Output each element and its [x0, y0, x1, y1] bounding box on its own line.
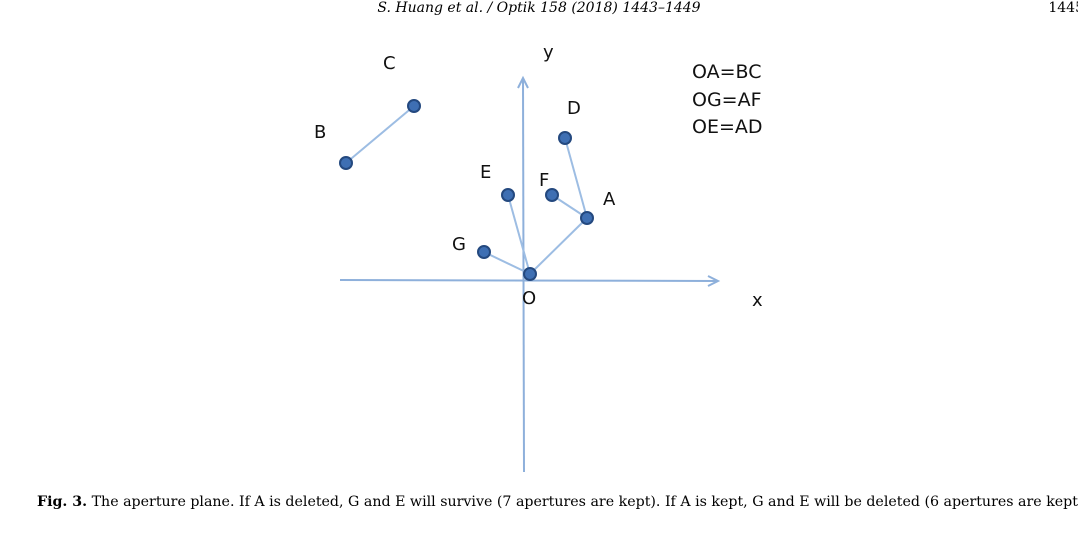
label-d: D — [567, 98, 581, 119]
point-a — [581, 212, 593, 224]
label-c: C — [383, 53, 396, 74]
figure-caption: Fig. 3. The aperture plane. If A is dele… — [37, 494, 1067, 510]
point-b — [340, 157, 352, 169]
points — [340, 100, 593, 280]
label-f: F — [539, 170, 549, 191]
equality-oa-bc: OA=BC — [692, 61, 762, 83]
point-g — [478, 246, 490, 258]
label-o: O — [522, 288, 536, 309]
segment-oe — [508, 195, 530, 274]
label-a: A — [603, 189, 616, 210]
point-d — [559, 132, 571, 144]
point-c — [408, 100, 420, 112]
segment-bc — [346, 106, 414, 163]
caption-text: The aperture plane. If A is deleted, G a… — [92, 494, 1078, 510]
axis-label-y: y — [543, 42, 554, 63]
label-g: G — [452, 234, 466, 255]
label-b: B — [314, 122, 326, 143]
equality-oe-ad: OE=AD — [692, 116, 763, 138]
axis-label-x: x — [752, 290, 763, 311]
label-e: E — [480, 162, 491, 183]
equality-og-af: OG=AF — [692, 89, 762, 111]
segment-oa — [530, 218, 587, 274]
caption-label: Fig. 3. — [37, 494, 87, 510]
point-e — [502, 189, 514, 201]
point-o — [524, 268, 536, 280]
